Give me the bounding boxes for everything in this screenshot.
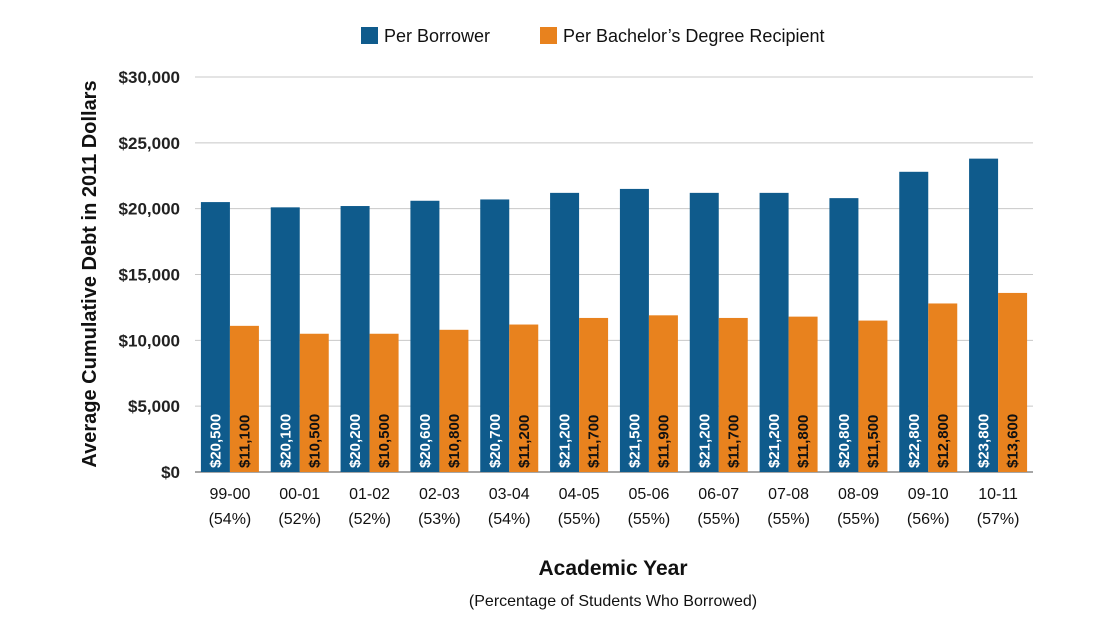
x-tick-label: 99-00 [209,486,250,503]
bar-per-bachelors [858,320,888,472]
x-tick-label: 02-03 [419,486,460,503]
bar-per-borrower [969,158,999,472]
bar-value-label: $20,800 [836,414,853,468]
x-tick-percentage: (57%) [977,511,1020,528]
bar-value-label: $11,900 [655,415,672,468]
bars: $20,500 $11,100 $20,100 $10,500 $20,200 $10,5… [200,158,1028,473]
bar-per-bachelors [509,324,539,472]
bar-value-label: $11,100 [236,415,253,468]
y-axis-ticks: $0 $5,000 $10,000 $15,000 $20,000 $25,000 $30,… [119,68,180,482]
bar-per-bachelors [369,333,399,472]
bar-per-borrower [619,188,649,472]
x-tick-label: 01-02 [349,486,390,503]
bar-per-bachelors [229,325,259,472]
legend-swatch-per-borrower [361,27,378,44]
bar-per-borrower [689,192,719,472]
bar-value-label: $20,700 [487,414,504,468]
x-tick-percentage: (52%) [348,511,391,528]
legend-swatch-per-bachelors [540,27,557,44]
bar-value-label: $12,800 [935,414,952,468]
bar-per-bachelors [579,317,609,472]
x-tick-label: 06-07 [698,486,739,503]
y-tick-label: $20,000 [119,200,180,219]
bar-value-label: $10,800 [446,414,463,468]
x-axis-ticks: 99-00 (54%) 00-01 (52%) 01-02 (52%) 02-03 (53%)… [209,486,1020,528]
x-tick-percentage: (55%) [837,511,880,528]
bar-value-label: $20,500 [207,414,224,468]
bar-per-borrower [759,192,789,472]
y-tick-label: $5,000 [128,397,180,416]
bar-value-label: $11,700 [586,415,603,468]
bar-value-label: $11,800 [795,415,812,468]
bar-per-borrower [270,207,300,472]
bar-per-borrower [200,202,230,473]
x-tick-percentage: (55%) [558,511,601,528]
legend-label-per-borrower: Per Borrower [384,26,490,46]
x-tick-label: 10-11 [978,486,1018,503]
x-tick-percentage: (54%) [209,511,252,528]
bar-per-borrower [829,198,859,472]
bar-value-label: $11,700 [725,415,742,468]
x-tick-label: 09-10 [908,486,949,503]
legend: Per Borrower Per Bachelor’s Degree Recip… [361,26,824,46]
bar-value-label: $13,600 [1005,414,1022,468]
bar-per-bachelors [299,333,329,472]
bar-per-borrower [340,206,370,473]
bar-value-label: $21,500 [626,414,643,468]
x-tick-label: 05-06 [628,486,669,503]
x-tick-label: 08-09 [838,486,879,503]
bar-value-label: $22,800 [906,414,923,468]
bar-per-bachelors [928,303,958,472]
bar-per-borrower [550,192,580,472]
x-tick-percentage: (54%) [488,511,531,528]
bar-value-label: $11,500 [865,415,882,468]
y-tick-label: $0 [161,463,180,482]
bar-per-borrower [480,199,510,472]
x-tick-percentage: (55%) [697,511,740,528]
x-tick-percentage: (55%) [628,511,671,528]
gridlines [195,76,1033,473]
x-tick-percentage: (53%) [418,511,461,528]
bar-per-bachelors [648,315,678,472]
x-tick-label: 00-01 [279,486,320,503]
bar-value-label: $21,200 [766,414,783,468]
x-tick-label: 03-04 [489,486,530,503]
bar-per-borrower [899,171,929,473]
y-tick-label: $30,000 [119,68,180,87]
bar-value-label: $10,500 [376,414,393,468]
bar-value-label: $11,200 [516,415,533,468]
x-axis-subtitle: (Percentage of Students Who Borrowed) [469,593,757,610]
legend-label-per-bachelors: Per Bachelor’s Degree Recipient [563,26,824,46]
bar-per-bachelors [718,317,748,472]
bar-value-label: $20,200 [347,414,364,468]
bar-value-label: $23,800 [976,414,993,468]
x-axis-title: Academic Year [538,557,687,580]
bar-per-borrower [410,200,440,472]
bar-value-label: $21,200 [557,414,574,468]
bar-value-label: $21,200 [696,414,713,468]
bar-value-label: $20,600 [417,414,434,468]
bar-per-bachelors [439,329,469,472]
y-tick-label: $25,000 [119,134,180,153]
bar-value-label: $20,100 [277,414,294,468]
x-tick-percentage: (56%) [907,511,950,528]
x-tick-percentage: (52%) [278,511,321,528]
y-tick-label: $10,000 [119,331,180,350]
x-tick-label: 04-05 [559,486,600,503]
y-tick-label: $15,000 [119,266,180,285]
x-tick-percentage: (55%) [767,511,810,528]
bar-per-bachelors [998,292,1028,472]
bar-per-bachelors [788,316,818,472]
bar-value-label: $10,500 [306,414,323,468]
y-axis-title: Average Cumulative Debt in 2011 Dollars [79,80,101,467]
x-tick-label: 07-08 [768,486,809,503]
